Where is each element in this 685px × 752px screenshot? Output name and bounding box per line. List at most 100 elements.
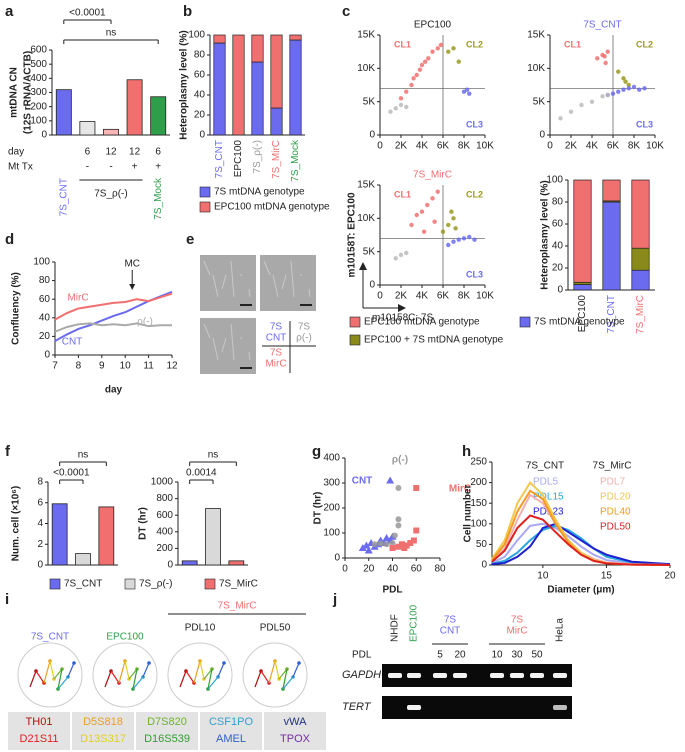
legend-label: EPC100 mtDNA genotype [214,202,330,213]
point [413,527,420,534]
group-label: MirC [506,626,527,637]
x-tick-label: 4K [416,141,429,152]
point [642,86,647,91]
point [616,69,621,74]
panel-letter: f [5,443,11,460]
group-label: 7S [511,615,524,626]
point [409,222,414,228]
y-axis-label: Cell number [463,485,474,543]
x-tick-label: 0 [377,141,383,152]
y-tick-label: 0 [369,130,375,141]
point [626,86,631,91]
y-tick-label: 80 [552,197,564,208]
legend-swatch [199,201,211,213]
texture [308,288,311,298]
point [467,234,472,240]
bar-segment [251,34,264,63]
point [631,84,637,90]
row-cell: - [86,162,89,173]
str-edge [104,670,112,688]
locus-box [264,712,326,750]
texture [290,260,295,298]
legend-swatch [204,578,216,590]
y-tick-label: 0 [557,285,563,296]
series-label: ρ(-) [137,317,153,328]
sample-label: PDL10 [185,623,216,634]
point [417,67,423,72]
texture [212,337,219,361]
point [451,239,456,244]
str-edge [278,668,288,680]
locus-label: TPOX [280,733,311,745]
legend-label: EPC100 mtDNA genotype [364,317,480,328]
chart-title: 7S_CNT [583,20,621,31]
y-tick-label: 0 [481,560,487,571]
str-edge [199,660,205,680]
y-tick-label: 800 [156,493,173,504]
y-tick-label: 15K [357,180,375,191]
gene-label: TERT [342,701,372,713]
cell-label: 7S [298,322,311,333]
y-tick-label: 0 [199,130,205,141]
gel-band [553,705,567,710]
point [446,49,451,54]
texture [212,274,219,298]
y-tick-label: 100 [546,175,563,186]
y-tick-label: 300 [30,87,47,98]
str-edge [207,676,219,690]
locus-label: D21S11 [20,733,59,745]
str-edge [29,670,37,688]
y-tick-label: 0 [41,130,47,141]
gel-band [407,673,421,678]
y-tick-label: 80 [39,275,51,286]
row-cell: 12 [129,147,141,158]
bar-segment [213,42,226,136]
y-tick-label: 400 [156,526,173,537]
point [362,541,371,549]
legend-label: PDL50 [600,522,631,533]
group-label: 7S_CNT [58,178,69,216]
str-node [147,661,151,665]
legend-swatch [519,316,531,328]
x-axis-label: day [105,385,123,396]
y-tick-label: 4 [37,518,43,529]
y-tick-label: 2 [37,539,43,550]
bar-segment [213,34,226,44]
legend-swatch [349,334,361,346]
locus-box [200,712,262,750]
y-tick-label: 100 [33,257,50,268]
panel-letter: e [186,231,194,248]
y-tick-label: 250 [470,457,487,468]
x-tick-label: 8K [628,141,641,152]
point [395,543,402,550]
str-edge [67,662,75,678]
point [409,82,414,88]
point [430,49,435,54]
panel-letter: i [5,591,9,608]
x-tick-label: 0 [547,141,553,152]
series-label: CL3 [466,269,483,279]
bar [51,503,68,566]
x-tick-label: 8K [458,291,471,302]
y-tick-label: 400 [30,73,47,84]
str-edge [193,660,201,684]
str-edge [260,670,270,684]
point [456,237,461,242]
pdl-value: 30 [511,650,523,661]
micrograph [200,255,256,311]
pdl-label: PDL [352,650,372,661]
significance: ns [78,450,89,461]
texture [272,274,279,298]
legend-title: 7S_MirC [593,461,632,472]
x-tick-label: 9 [99,361,105,372]
y-axis-label: m10158T: EPC100 [347,192,358,277]
bar [98,506,115,566]
legend-label: 7S_MirC [219,579,258,590]
legend-swatch [124,578,136,590]
str-edge [185,670,195,684]
y-axis-label: mtDNA CN [9,67,20,118]
locus-label: TH01 [26,716,53,728]
point [404,104,409,110]
panel-letter: a [5,3,14,20]
